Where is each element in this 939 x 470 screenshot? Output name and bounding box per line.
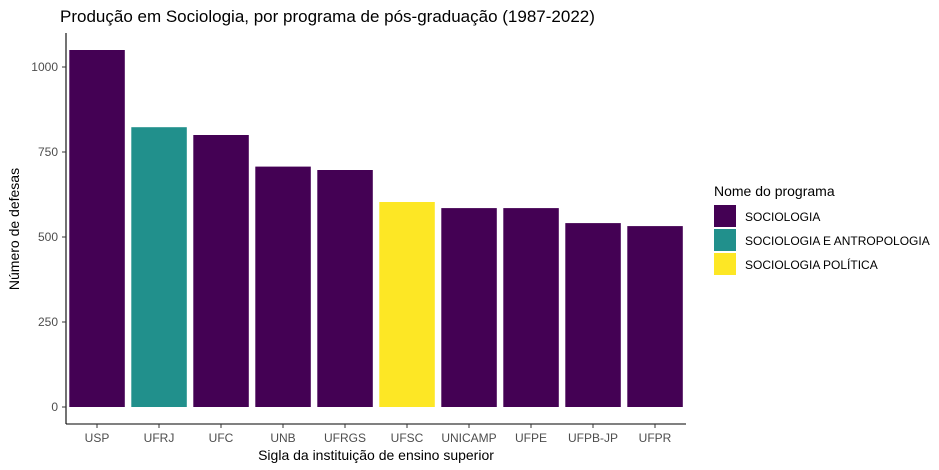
- x-tick-label: UFSC: [391, 431, 424, 445]
- bar-ufrgs: [317, 170, 373, 407]
- y-tick-label: 1000: [31, 60, 58, 74]
- bar-ufrj: [131, 127, 187, 407]
- bar-ufpe: [503, 208, 559, 407]
- bars-group: [69, 50, 683, 407]
- x-tick-label: UFPR: [639, 431, 672, 445]
- bar-ufc: [193, 135, 249, 407]
- bar-ufpb-jp: [565, 223, 621, 407]
- legend-label: SOCIOLOGIA E ANTROPOLOGIA: [745, 234, 930, 248]
- legend-label: SOCIOLOGIA POLÍTICA: [745, 257, 878, 272]
- x-tick-label: USP: [85, 431, 110, 445]
- legend-swatch: [714, 205, 736, 227]
- legend-swatch: [714, 229, 736, 251]
- x-tick-label: UFPB-JP: [568, 431, 618, 445]
- x-tick-label: UFRJ: [144, 431, 175, 445]
- x-tick-label: UFRGS: [324, 431, 366, 445]
- y-axis: 0 250 500 750 1000: [31, 33, 67, 424]
- bar-unicamp: [441, 208, 497, 407]
- bar-usp: [69, 50, 125, 407]
- y-tick-label: 750: [38, 145, 58, 159]
- bar-ufpr: [627, 226, 683, 407]
- x-tick-label: UNB: [270, 431, 295, 445]
- legend-swatch: [714, 253, 736, 275]
- y-tick-label: 500: [38, 230, 58, 244]
- x-tick-label: UFC: [209, 431, 234, 445]
- x-axis-title: Sigla da instituição de ensino superior: [258, 447, 494, 463]
- chart-title: Produção em Sociologia, por programa de …: [60, 7, 595, 26]
- legend: Nome do programa SOCIOLOGIA SOCIOLOGIA E …: [714, 183, 930, 275]
- y-tick-label: 250: [38, 315, 58, 329]
- x-tick-label: UNICAMP: [441, 431, 496, 445]
- legend-label: SOCIOLOGIA: [745, 210, 820, 224]
- y-axis-title: Número de defesas: [6, 168, 22, 290]
- x-axis: USP UFRJ UFC UNB UFRGS UFSC UNICAMP UFPE UFPB-JP…: [66, 423, 686, 445]
- bar-ufsc: [379, 202, 435, 407]
- y-tick-label: 0: [51, 400, 58, 414]
- x-tick-label: UFPE: [515, 431, 547, 445]
- legend-title: Nome do programa: [714, 183, 835, 199]
- bar-unb: [255, 166, 311, 407]
